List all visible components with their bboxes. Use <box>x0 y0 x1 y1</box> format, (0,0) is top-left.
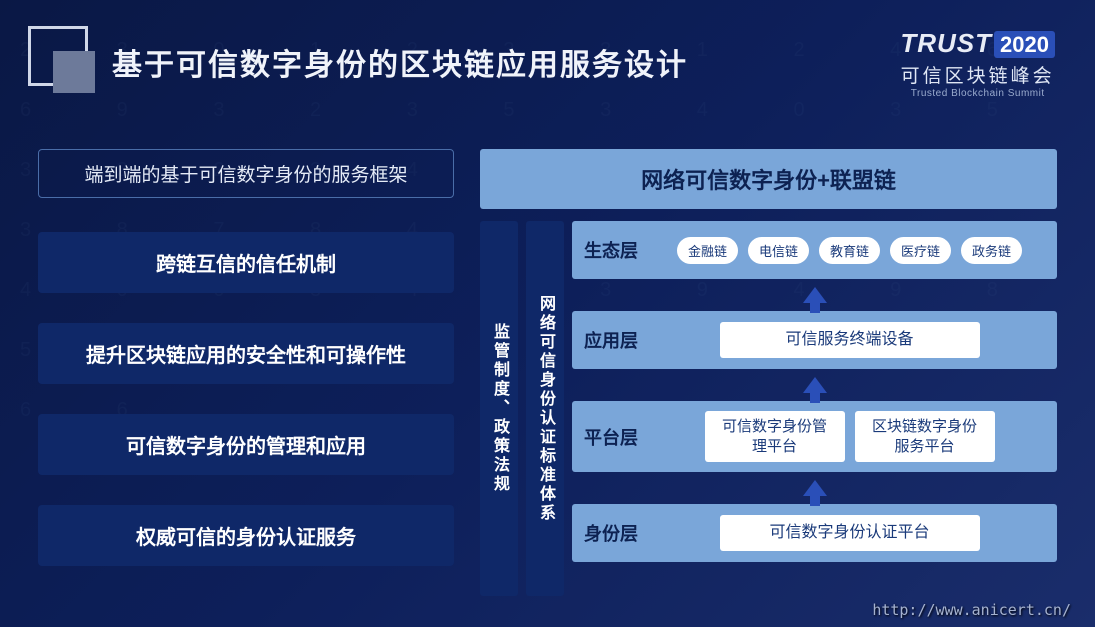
right-header: 网络可信数字身份+联盟链 <box>480 149 1057 209</box>
logo-year: 2020 <box>994 31 1055 58</box>
arrow-up-icon <box>803 287 827 303</box>
left-subtitle: 端到端的基于可信数字身份的服务框架 <box>38 149 454 198</box>
layer-ecosystem: 生态层 金融链 电信链 教育链 医疗链 政务链 <box>572 221 1057 279</box>
layer-application: 应用层 可信服务终端设备 <box>572 311 1057 369</box>
vertical-bar-standards: 网络可信身份认证标准体系 <box>526 221 564 596</box>
pill-telecom: 电信链 <box>748 237 809 264</box>
left-item-1: 提升区块链应用的安全性和可操作性 <box>38 323 454 384</box>
layer-label-eco: 生态层 <box>584 237 654 263</box>
left-item-3: 权威可信的身份认证服务 <box>38 505 454 566</box>
pill-finance: 金融链 <box>677 237 738 264</box>
pill-medical: 医疗链 <box>890 237 951 264</box>
layer-label-identity: 身份层 <box>584 520 654 546</box>
layer-platform: 平台层 可信数字身份管理平台 区块链数字身份服务平台 <box>572 401 1057 472</box>
layer-identity: 身份层 可信数字身份认证平台 <box>572 504 1057 562</box>
layers-stack: 生态层 金融链 电信链 教育链 医疗链 政务链 应用层 可信 <box>572 221 1057 596</box>
footer-url: http://www.anicert.cn/ <box>872 601 1071 619</box>
layer-label-platform: 平台层 <box>584 424 654 450</box>
left-column: 端到端的基于可信数字身份的服务框架 跨链互信的信任机制 提升区块链应用的安全性和… <box>38 149 454 596</box>
left-item-0: 跨链互信的信任机制 <box>38 232 454 293</box>
right-column: 网络可信数字身份+联盟链 监管制度、政策法规 网络可信身份认证标准体系 生态层 … <box>480 149 1057 596</box>
header: 基于可信数字身份的区块链应用服务设计 TRUST2020 可信区块链峰会 Tru… <box>0 0 1095 99</box>
identity-box: 可信数字身份认证平台 <box>720 515 980 552</box>
platform-box-1: 可信数字身份管理平台 <box>705 411 845 462</box>
title-marker-icon <box>28 26 88 86</box>
logo-trust: TRUST <box>900 28 992 58</box>
platform-box-2: 区块链数字身份服务平台 <box>855 411 995 462</box>
layer-label-app: 应用层 <box>584 327 654 353</box>
arrow-up-icon <box>803 480 827 496</box>
pill-gov: 政务链 <box>961 237 1022 264</box>
page-title: 基于可信数字身份的区块链应用服务设计 <box>112 40 688 84</box>
event-logo: TRUST2020 可信区块链峰会 Trusted Blockchain Sum… <box>900 28 1055 99</box>
logo-subtitle-en: Trusted Blockchain Summit <box>900 88 1055 99</box>
arrow-up-icon <box>803 377 827 393</box>
vertical-bar-regulation: 监管制度、政策法规 <box>480 221 518 596</box>
left-item-2: 可信数字身份的管理和应用 <box>38 414 454 475</box>
pill-education: 教育链 <box>819 237 880 264</box>
app-box: 可信服务终端设备 <box>720 322 980 359</box>
logo-subtitle-cn: 可信区块链峰会 <box>900 61 1055 88</box>
